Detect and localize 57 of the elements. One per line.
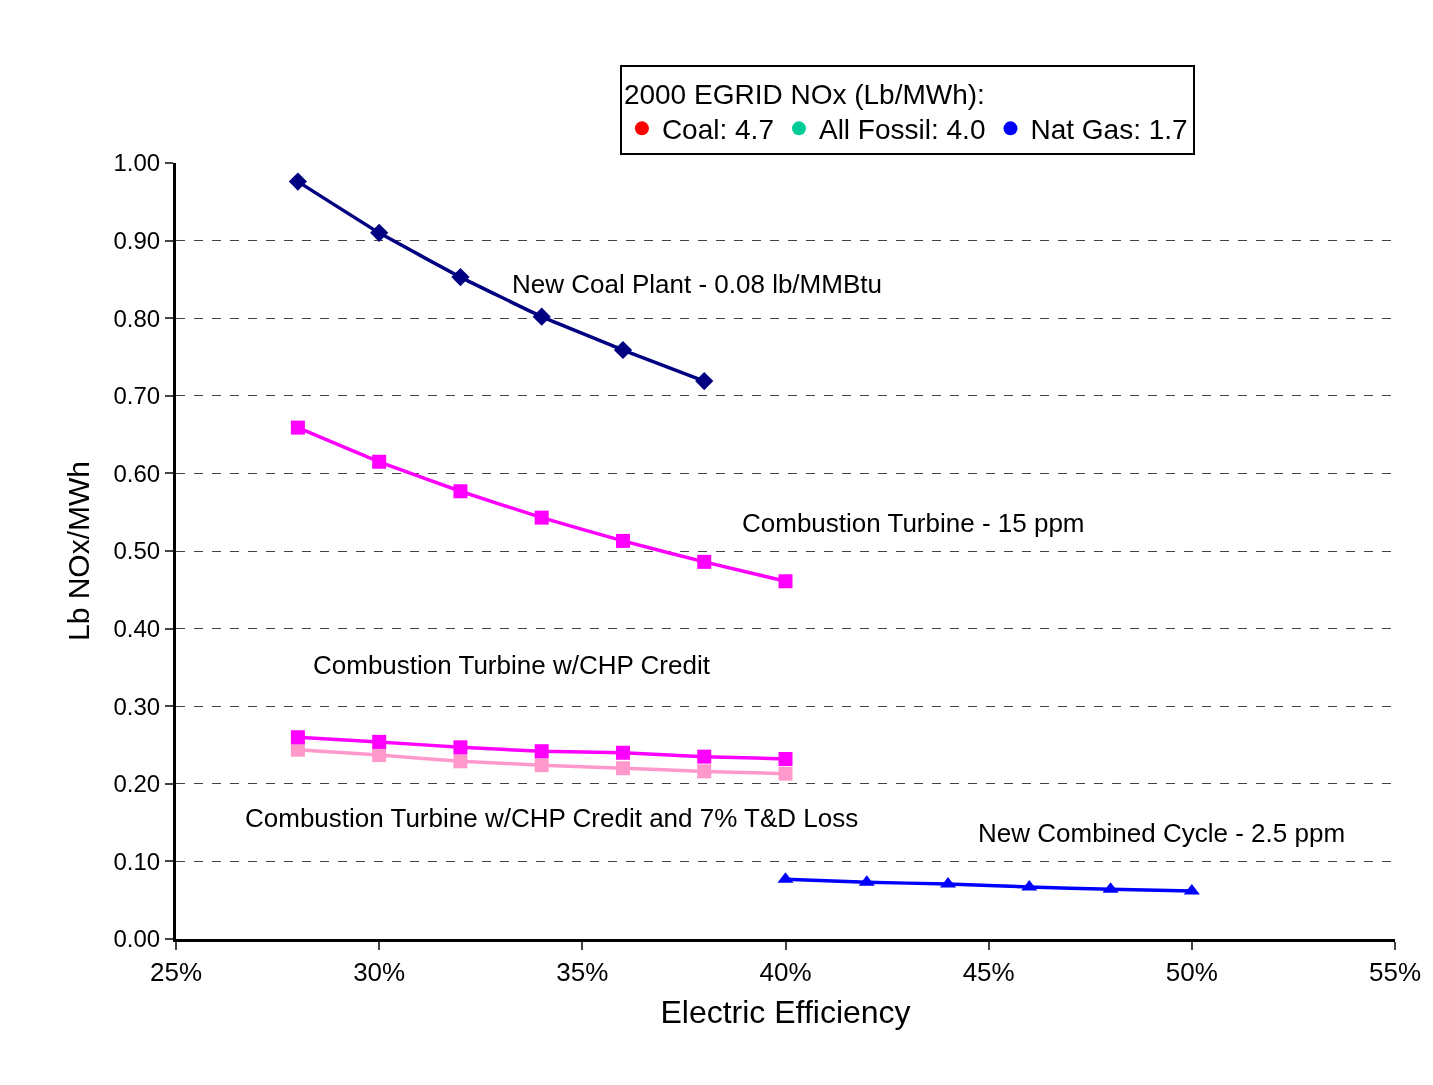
y-tick-label: 0.00: [113, 925, 161, 953]
y-tick-label: 0.70: [113, 382, 161, 410]
point: [453, 740, 468, 755]
series-label: Combustion Turbine w/CHP Credit: [313, 650, 711, 680]
point: [372, 454, 387, 469]
y-tick-label: 0.80: [113, 304, 161, 332]
point: [613, 340, 633, 360]
y-tick-label: 0.50: [113, 537, 161, 565]
x-axis-title: Electric Efficiency: [660, 994, 911, 1031]
y-tick-label: 1.00: [113, 149, 161, 177]
point: [534, 744, 549, 759]
point: [778, 766, 793, 781]
y-tick-label: 0.10: [113, 847, 161, 875]
point: [778, 751, 793, 766]
series-label: Combustion Turbine w/CHP Credit and 7% T&D Loss: [245, 803, 859, 833]
point: [372, 748, 387, 763]
x-tick-label: 30%: [353, 957, 406, 988]
x-tick-label: 35%: [556, 957, 609, 988]
point: [288, 172, 307, 191]
legend-title: 2000 EGRID NOx (Lb/MWh):: [623, 78, 985, 110]
point: [697, 554, 712, 569]
y-tick-label: 0.60: [113, 459, 161, 487]
point: [697, 764, 712, 779]
point: [615, 533, 630, 548]
point: [697, 749, 712, 764]
legend-label: All Fossil: 4.0: [818, 114, 986, 146]
point: [534, 510, 549, 525]
point: [1183, 883, 1200, 895]
y-tick-label: 0.30: [113, 692, 161, 720]
point: [372, 734, 387, 749]
x-tick-label: 25%: [149, 957, 203, 988]
x-tick-label: 40%: [759, 957, 812, 988]
y-axis-title: Lb NOx/MWh: [62, 460, 96, 642]
point: [532, 307, 551, 326]
y-tick-label: 0.20: [113, 770, 161, 798]
point: [453, 484, 468, 499]
point: [290, 730, 305, 745]
series-label: New Coal Plant - 0.08 lb/MMBtu: [512, 269, 882, 299]
x-tick-label: 45%: [962, 957, 1015, 988]
x-tick-label: 50%: [1165, 957, 1218, 988]
x-tick-label: 55%: [1368, 957, 1422, 988]
point: [290, 420, 305, 435]
y-tick-label: 0.90: [113, 227, 161, 254]
point: [615, 761, 630, 776]
legend-label: Coal: 4.7: [661, 114, 774, 146]
series-label: Combustion Turbine - 15 ppm: [742, 508, 1085, 538]
series-label: New Combined Cycle - 2.5 ppm: [978, 818, 1346, 848]
point: [453, 754, 468, 769]
point: [370, 223, 389, 242]
point: [778, 574, 793, 589]
y-tick-label: 0.40: [113, 615, 161, 642]
legend-label: Nat Gas: 1.7: [1030, 114, 1188, 146]
point: [534, 758, 549, 773]
point: [451, 267, 470, 287]
point: [615, 745, 630, 760]
point: [695, 371, 714, 391]
point: [290, 742, 305, 757]
